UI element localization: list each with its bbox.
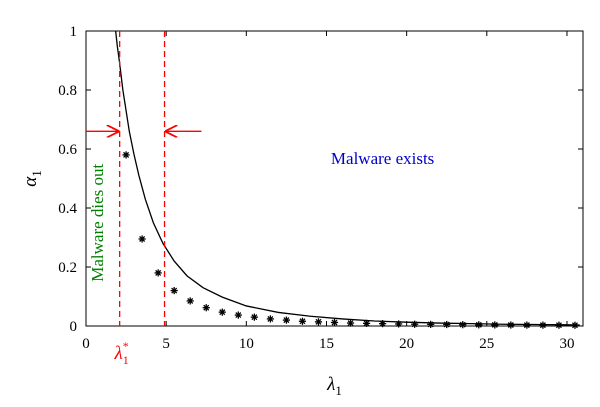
- data-point-stroke: [475, 321, 482, 328]
- data-point: [555, 321, 563, 329]
- threshold-label: λ1*: [114, 339, 129, 367]
- data-point-stroke: [347, 320, 354, 327]
- y-tick-label: 1: [70, 24, 78, 40]
- data-point-stroke: [507, 322, 514, 328]
- y-tick-label: 0.6: [58, 142, 77, 158]
- data-point: [571, 321, 579, 329]
- data-point-stroke: [139, 236, 146, 242]
- data-point-stroke: [315, 318, 322, 325]
- data-point: [202, 304, 210, 312]
- data-point: [234, 311, 242, 319]
- data-point-stroke: [411, 321, 418, 328]
- annotation-text: Malware dies out: [88, 163, 107, 281]
- data-point: [539, 321, 547, 329]
- y-tick-label: 0.4: [58, 201, 77, 217]
- data-point: [395, 320, 403, 328]
- data-point: [218, 308, 226, 316]
- data-point-stroke: [331, 319, 338, 326]
- x-tick-label: 30: [559, 336, 574, 352]
- data-point-stroke: [283, 317, 290, 324]
- data-point: [491, 321, 499, 329]
- data-point: [314, 318, 323, 326]
- data-point: [443, 320, 451, 329]
- data-point-stroke: [363, 320, 370, 327]
- data-point: [346, 319, 355, 327]
- data-point-stroke: [251, 314, 258, 321]
- x-tick-label: 0: [82, 336, 90, 352]
- data-point-stroke: [267, 315, 274, 322]
- data-point-stroke: [491, 321, 498, 328]
- data-point: [427, 320, 435, 328]
- data-point-stroke: [235, 312, 242, 319]
- data-point: [362, 319, 371, 327]
- data-point: [186, 297, 194, 305]
- annotation-text: Malware exists: [331, 149, 434, 168]
- y-tick-label: 0.8: [58, 83, 77, 99]
- data-point: [138, 235, 146, 243]
- x-tick-label: 10: [239, 336, 254, 352]
- data-point-stroke: [572, 322, 578, 329]
- y-tick-label: 0.2: [58, 260, 77, 276]
- data-point-stroke: [155, 269, 162, 276]
- data-point: [411, 320, 419, 328]
- data-point: [122, 151, 130, 159]
- data-point-stroke: [123, 151, 130, 158]
- data-point: [298, 317, 307, 325]
- data-point: [523, 321, 531, 329]
- data-point-stroke: [459, 321, 466, 328]
- x-tick-label: 15: [319, 336, 334, 352]
- y-tick-label: 0: [70, 319, 78, 335]
- data-point-stroke: [395, 320, 402, 327]
- data-point: [170, 287, 178, 295]
- data-point-stroke: [379, 320, 386, 327]
- data-point-stroke: [555, 322, 562, 329]
- data-point-stroke: [539, 322, 546, 329]
- data-point: [459, 321, 467, 329]
- data-point-stroke: [427, 321, 434, 328]
- data-point-stroke: [187, 297, 194, 304]
- series-line: [115, 31, 580, 326]
- data-point-stroke: [203, 304, 210, 311]
- data-point-stroke: [299, 318, 306, 325]
- data-point: [154, 269, 162, 277]
- data-point: [266, 315, 274, 323]
- data-point: [250, 313, 258, 321]
- y-axis-label: α1: [20, 170, 44, 186]
- data-point-stroke: [443, 321, 450, 328]
- data-point: [379, 320, 387, 328]
- plot-frame: [85, 30, 584, 327]
- data-point: [282, 316, 290, 324]
- x-tick-label: 5: [162, 336, 170, 352]
- data-point-stroke: [171, 287, 178, 294]
- x-tick-label: 25: [479, 336, 494, 352]
- data-point-stroke: [523, 322, 530, 329]
- x-axis-label: λ1: [326, 374, 342, 398]
- data-point: [507, 321, 515, 329]
- x-tick-label: 20: [399, 336, 414, 352]
- data-point: [330, 318, 339, 327]
- data-point-stroke: [219, 309, 226, 316]
- data-point: [475, 321, 483, 329]
